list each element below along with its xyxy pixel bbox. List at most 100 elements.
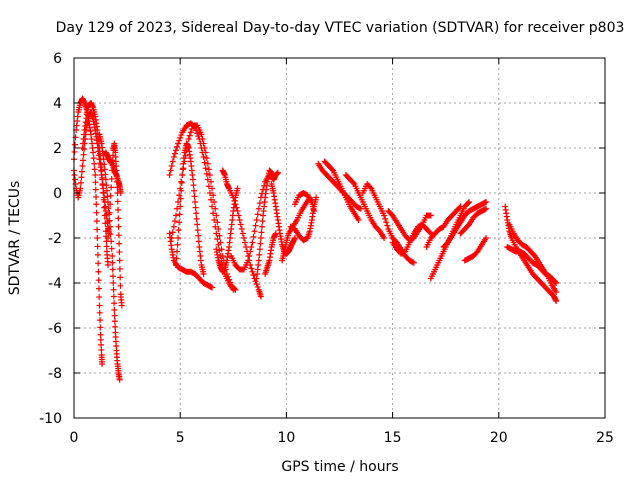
data-point [80, 151, 87, 158]
data-point [274, 169, 281, 176]
data-point [313, 194, 320, 201]
data-point [91, 160, 98, 167]
data-point [259, 218, 266, 225]
data-point [174, 205, 181, 212]
data-point [195, 133, 202, 140]
data-point [110, 293, 117, 300]
data-series-arc-11 [219, 167, 264, 300]
data-point [234, 185, 241, 192]
data-point [210, 210, 217, 217]
data-point [99, 361, 106, 367]
data-point [215, 226, 222, 232]
data-point [381, 235, 388, 241]
data-point [249, 268, 256, 275]
y-tick-label: -6 [48, 321, 62, 337]
data-point [108, 245, 115, 252]
data-point [254, 211, 261, 218]
data-point [199, 136, 206, 142]
data-point [102, 176, 109, 183]
data-points [71, 95, 560, 383]
data-point [192, 199, 199, 205]
data-series-arc-14 [253, 167, 281, 282]
data-point [101, 166, 108, 173]
data-point [209, 203, 216, 210]
data-point [111, 307, 118, 313]
data-point [239, 230, 246, 237]
data-point [100, 189, 107, 196]
data-point [106, 209, 113, 216]
data-point [178, 132, 185, 139]
data-point [109, 266, 116, 273]
data-point [206, 190, 213, 196]
data-point [257, 293, 264, 300]
data-point [214, 219, 221, 226]
data-point [108, 175, 115, 182]
data-point [102, 220, 109, 227]
data-series-arc-19 [291, 190, 318, 214]
data-point [169, 158, 176, 165]
data-point [257, 235, 264, 241]
data-point [94, 251, 101, 258]
data-point [106, 218, 113, 225]
data-point [93, 209, 100, 216]
data-point [72, 141, 79, 148]
data-point [256, 246, 263, 253]
data-point [102, 171, 109, 178]
data-point [94, 226, 101, 233]
data-point [238, 226, 245, 232]
data-point [209, 284, 216, 291]
data-point [93, 193, 100, 200]
data-point [170, 154, 177, 160]
data-point [112, 323, 119, 330]
data-point [108, 238, 115, 245]
data-point [201, 145, 208, 151]
data-point [110, 286, 117, 293]
data-series-arc-33 [506, 221, 560, 295]
data-point [94, 243, 101, 250]
data-point [172, 262, 179, 268]
data-point [99, 174, 106, 181]
data-point [201, 159, 208, 166]
data-point [174, 143, 181, 150]
data-point [108, 184, 115, 191]
data-point [116, 376, 123, 383]
data-point [205, 166, 212, 173]
data-series-arc-04 [96, 131, 123, 383]
data-point [383, 219, 390, 226]
data-point [243, 244, 250, 250]
data-point [227, 279, 234, 286]
data-point [116, 257, 123, 264]
axis-ticks: 0 5 10 15 20 25 -10 -8 -6 -4 -2 0 2 4 6 [39, 51, 614, 446]
y-tick-label: -10 [39, 411, 62, 427]
data-point [94, 235, 101, 241]
data-point [210, 192, 217, 199]
data-point [247, 248, 254, 255]
data-point [427, 212, 434, 219]
data-point [384, 222, 391, 229]
data-point [96, 302, 103, 309]
data-point [188, 125, 195, 132]
data-point [211, 217, 218, 223]
data-point [178, 187, 185, 194]
y-tick-label: -8 [48, 366, 62, 382]
data-series-arc-10 [172, 140, 207, 277]
data-point [177, 134, 184, 141]
data-point [77, 179, 84, 186]
data-point [256, 200, 263, 207]
data-point [291, 235, 298, 241]
data-point [216, 232, 223, 239]
data-point [167, 167, 174, 174]
data-point [179, 172, 186, 178]
data-point [175, 199, 182, 205]
data-point [72, 134, 79, 141]
data-point [232, 286, 239, 293]
data-point [101, 212, 108, 219]
x-tick-label: 15 [384, 430, 402, 446]
data-point [95, 277, 102, 284]
data-point [483, 205, 490, 212]
data-point [483, 199, 490, 205]
data-point [223, 271, 230, 277]
data-point [111, 318, 118, 325]
data-point [115, 223, 122, 230]
data-point [176, 211, 183, 218]
